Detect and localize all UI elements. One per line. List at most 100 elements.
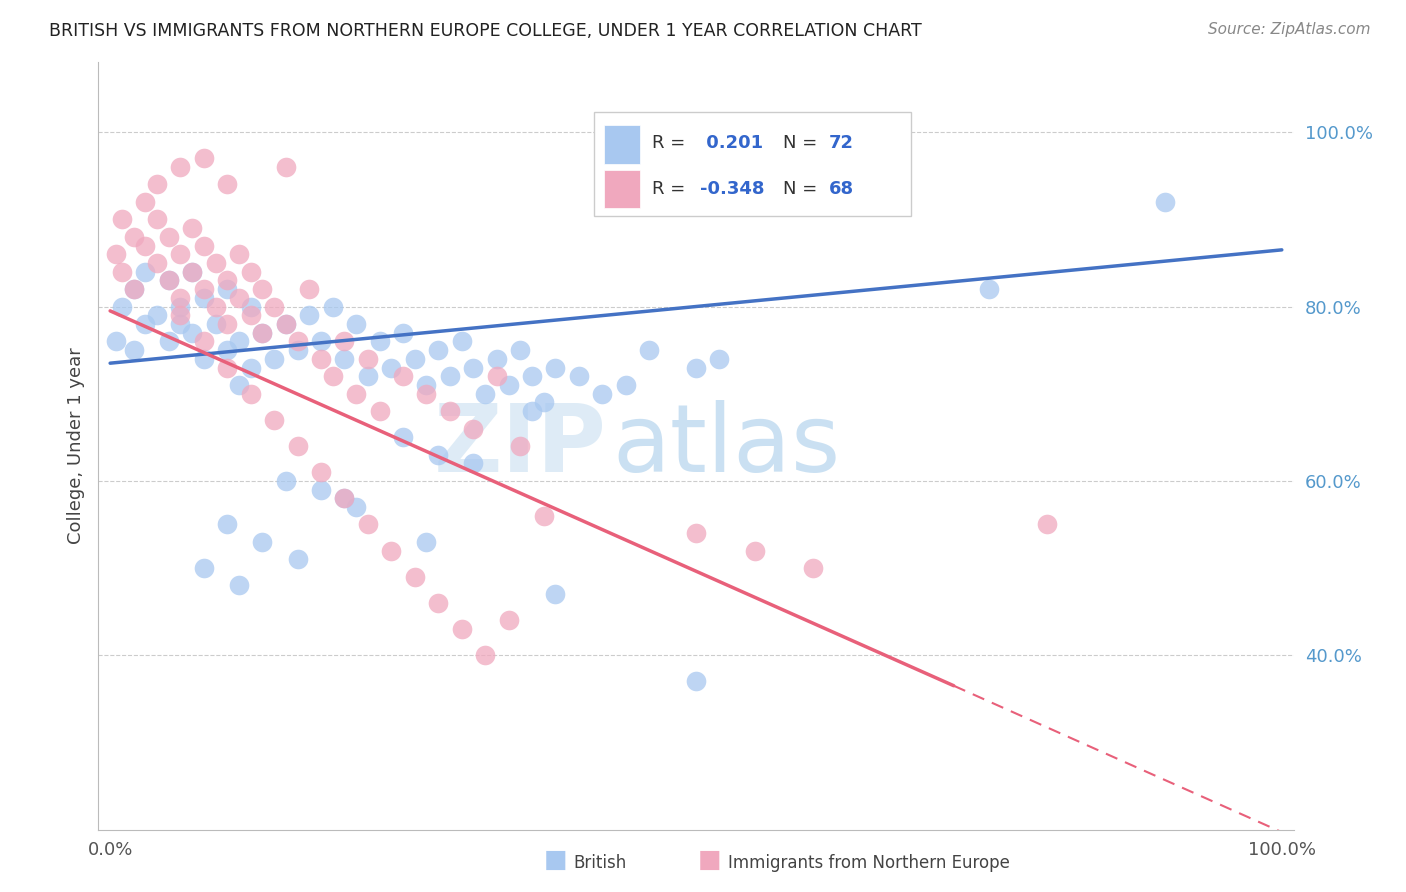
Point	[404, 351, 426, 366]
Point	[134, 238, 156, 252]
Text: ■: ■	[699, 848, 721, 872]
Point	[193, 152, 215, 166]
Point	[169, 300, 191, 314]
Point	[498, 378, 520, 392]
Point	[427, 343, 450, 358]
Point	[309, 465, 332, 479]
Point	[427, 596, 450, 610]
Point	[193, 291, 215, 305]
Bar	[605, 126, 640, 164]
Point	[498, 613, 520, 627]
Point	[544, 360, 567, 375]
Point	[228, 247, 250, 261]
Point	[614, 378, 637, 392]
Text: R =: R =	[652, 134, 685, 152]
Text: Source: ZipAtlas.com: Source: ZipAtlas.com	[1208, 22, 1371, 37]
Point	[474, 386, 496, 401]
Point	[111, 300, 134, 314]
Point	[239, 308, 262, 322]
Point	[368, 334, 391, 349]
Point	[122, 343, 145, 358]
Point	[322, 300, 344, 314]
Text: ZIP: ZIP	[433, 400, 606, 492]
Point	[217, 282, 239, 296]
Point	[263, 300, 285, 314]
Point	[591, 386, 613, 401]
Text: R =: R =	[652, 180, 685, 198]
Point	[709, 351, 731, 366]
Point	[252, 282, 274, 296]
Point	[287, 552, 309, 566]
Point	[193, 561, 215, 575]
Point	[111, 212, 134, 227]
Point	[134, 317, 156, 331]
Point	[568, 369, 591, 384]
Point	[181, 221, 204, 235]
Point	[685, 674, 707, 689]
Point	[217, 273, 239, 287]
Point	[111, 265, 134, 279]
Text: 68: 68	[828, 180, 853, 198]
Point	[169, 247, 191, 261]
Point	[105, 247, 128, 261]
Point	[463, 360, 485, 375]
Text: N =: N =	[783, 134, 817, 152]
Point	[217, 178, 239, 192]
Point	[228, 578, 250, 592]
Point	[485, 369, 508, 384]
Point	[415, 535, 437, 549]
Point	[309, 483, 332, 497]
Point	[322, 369, 344, 384]
Point	[368, 404, 391, 418]
Point	[134, 265, 156, 279]
Point	[217, 517, 239, 532]
Point	[146, 256, 169, 270]
Point	[252, 326, 274, 340]
Point	[193, 238, 215, 252]
Point	[427, 448, 450, 462]
Point	[415, 378, 437, 392]
Point	[1036, 517, 1059, 532]
Point	[239, 360, 262, 375]
Point	[415, 386, 437, 401]
Point	[298, 308, 321, 322]
Point	[252, 326, 274, 340]
Point	[193, 282, 215, 296]
Point	[801, 561, 824, 575]
Point	[392, 326, 415, 340]
Point	[298, 282, 321, 296]
Point	[157, 273, 180, 287]
Point	[344, 317, 367, 331]
Point	[344, 500, 367, 514]
Point	[977, 282, 1000, 296]
Point	[357, 351, 380, 366]
Point	[533, 508, 555, 523]
Point	[263, 351, 285, 366]
Point	[450, 622, 472, 636]
Text: N =: N =	[783, 180, 817, 198]
Point	[274, 317, 297, 331]
Point	[181, 265, 204, 279]
Point	[333, 334, 356, 349]
Point	[252, 535, 274, 549]
Text: BRITISH VS IMMIGRANTS FROM NORTHERN EUROPE COLLEGE, UNDER 1 YEAR CORRELATION CHA: BRITISH VS IMMIGRANTS FROM NORTHERN EURO…	[49, 22, 922, 40]
Point	[392, 369, 415, 384]
Point	[744, 543, 766, 558]
Bar	[605, 169, 640, 208]
Point	[169, 317, 191, 331]
Text: atlas: atlas	[613, 400, 841, 492]
Point	[122, 282, 145, 296]
Point	[333, 491, 356, 506]
Point	[169, 160, 191, 174]
Point	[217, 317, 239, 331]
Point	[544, 587, 567, 601]
Point	[274, 474, 297, 488]
Point	[134, 194, 156, 209]
Point	[122, 229, 145, 244]
Point	[1153, 194, 1175, 209]
Point	[228, 378, 250, 392]
Text: 0.201: 0.201	[700, 134, 762, 152]
Point	[309, 351, 332, 366]
Point	[274, 160, 297, 174]
Point	[533, 395, 555, 409]
